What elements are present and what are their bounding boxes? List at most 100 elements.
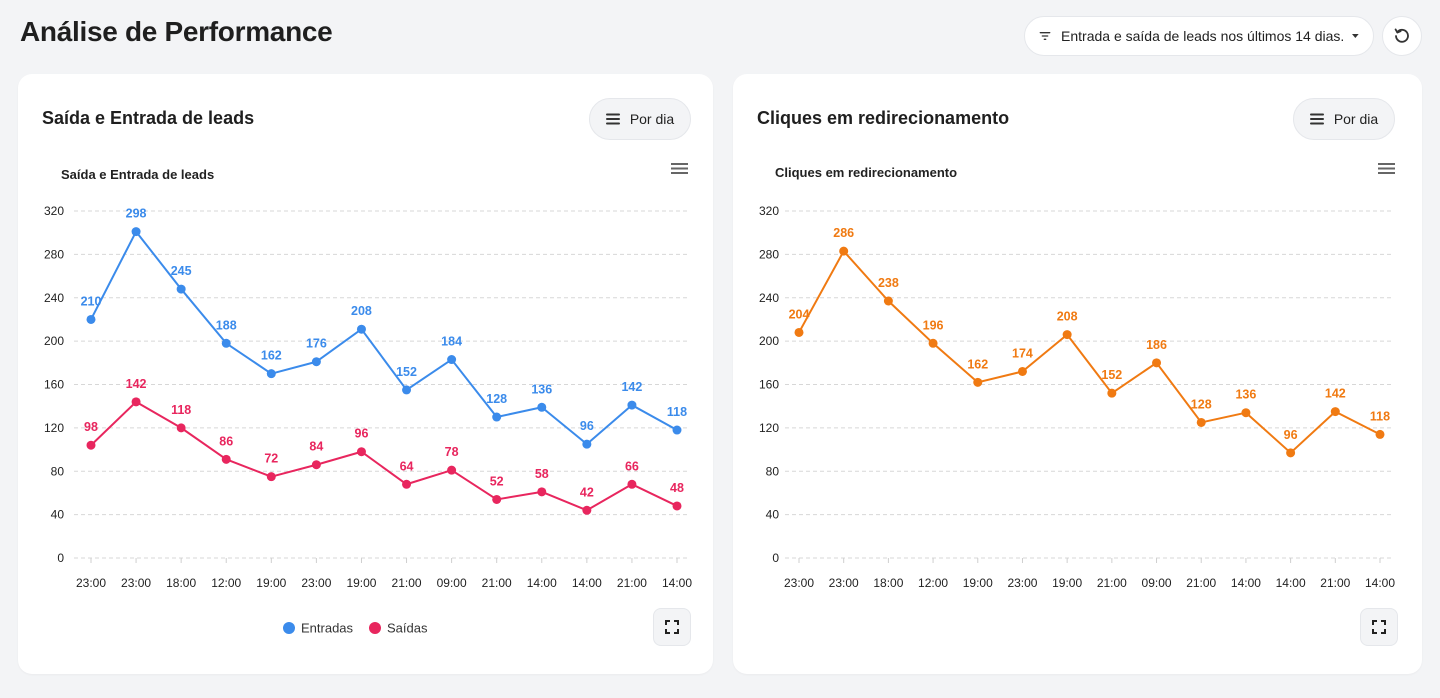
x-tick-label: 14:00: [1231, 576, 1261, 590]
series-data-label: 174: [1012, 346, 1033, 360]
x-tick-label: 23:00: [76, 576, 106, 590]
chevron-down-icon: [1352, 33, 1359, 39]
fullscreen-icon: [1372, 620, 1386, 634]
entradas-data-label: 208: [351, 304, 372, 318]
chart-title: Cliques em redirecionamento: [775, 165, 957, 180]
filter-label: Entrada e saída de leads nos últimos 14 …: [1061, 28, 1345, 44]
series-point: [1107, 388, 1117, 398]
page-title: Análise de Performance: [20, 16, 333, 47]
saidas-legend-label: Saídas: [387, 621, 428, 636]
clicks-period-button[interactable]: Por dia: [1293, 98, 1395, 140]
x-tick-label: 23:00: [301, 576, 331, 590]
entradas-data-label: 176: [306, 337, 327, 351]
y-tick-label: 40: [766, 508, 780, 522]
series-point: [1152, 358, 1162, 368]
x-tick-label: 23:00: [1007, 576, 1037, 590]
series-data-label: 286: [833, 226, 854, 240]
x-tick-label: 09:00: [1142, 576, 1172, 590]
series-point: [883, 296, 893, 306]
y-tick-label: 200: [44, 334, 64, 348]
saidas-point: [356, 447, 366, 457]
y-tick-label: 320: [759, 204, 779, 218]
series-point: [1330, 407, 1340, 417]
saidas-point: [627, 479, 637, 489]
saidas-data-label: 52: [490, 474, 504, 488]
saidas-point: [672, 501, 682, 511]
x-tick-label: 21:00: [1320, 576, 1350, 590]
chart-title: Saída e Entrada de leads: [61, 167, 214, 182]
saidas-data-label: 66: [625, 459, 639, 473]
chart-menu-icon-bar: [1378, 163, 1395, 165]
leads-fullscreen-button[interactable]: [653, 608, 691, 646]
entradas-point: [492, 412, 502, 422]
leads-period-label: Por dia: [629, 111, 675, 127]
entradas-data-label: 118: [667, 405, 687, 419]
y-tick-label: 240: [44, 291, 64, 305]
fullscreen-icon: [665, 620, 679, 634]
x-tick-label: 12:00: [211, 576, 241, 590]
x-tick-label: 23:00: [829, 576, 859, 590]
x-tick-label: 19:00: [963, 576, 993, 590]
series-data-label: 238: [878, 276, 899, 290]
y-tick-label: 160: [44, 378, 64, 392]
x-tick-label: 21:00: [617, 576, 647, 590]
x-tick-label: 21:00: [482, 576, 512, 590]
entradas-data-label: 188: [216, 318, 237, 332]
saidas-data-label: 42: [580, 485, 594, 499]
series-data-label: 152: [1101, 368, 1122, 382]
y-tick-label: 40: [51, 508, 65, 522]
entradas-data-label: 96: [580, 419, 594, 433]
entradas-data-label: 245: [171, 264, 192, 278]
y-tick-label: 120: [759, 421, 779, 435]
series-point: [1241, 408, 1251, 418]
saidas-data-label: 72: [264, 452, 278, 466]
entradas-point: [402, 385, 412, 395]
series-data-label: 208: [1057, 310, 1078, 324]
saidas-point: [311, 460, 321, 470]
series-point: [1375, 429, 1385, 439]
clicks-chart: Cliques em redirecionamento 0 40 80 120 160 20…: [759, 163, 1395, 590]
x-tick-label: 14:00: [527, 576, 557, 590]
entradas-point: [447, 355, 457, 365]
x-tick-label: 18:00: [166, 576, 196, 590]
entradas-point: [537, 402, 547, 412]
saidas-point: [582, 505, 592, 515]
saidas-point: [447, 465, 457, 475]
series-point: [1196, 417, 1206, 427]
series-data-label: 204: [789, 307, 810, 321]
x-tick-label: 21:00: [392, 576, 422, 590]
clicks-fullscreen-button[interactable]: [1360, 608, 1398, 646]
entradas-point: [266, 369, 276, 379]
saidas-point: [266, 472, 276, 482]
x-tick-label: 09:00: [437, 576, 467, 590]
menu-icon: [605, 113, 620, 125]
saidas-data-label: 98: [84, 420, 98, 434]
series-point: [1017, 366, 1027, 376]
leads-period-button[interactable]: Por dia: [589, 98, 691, 140]
x-tick-label: 12:00: [918, 576, 948, 590]
saidas-point: [176, 423, 186, 433]
y-tick-label: 80: [51, 464, 65, 478]
y-tick-label: 240: [759, 291, 779, 305]
clicks-period-label: Por dia: [1333, 111, 1379, 127]
entradas-legend-label: Entradas: [301, 621, 354, 636]
entradas-line: [90, 230, 678, 446]
saidas-data-label: 48: [670, 481, 684, 495]
series-data-label: 186: [1146, 338, 1167, 352]
entradas-data-label: 142: [621, 380, 642, 394]
refresh-button[interactable]: [1382, 16, 1422, 56]
saidas-point: [402, 479, 412, 489]
chart-menu-icon-bar: [1378, 167, 1395, 170]
entradas-legend-marker: [283, 622, 295, 634]
entradas-point: [582, 439, 592, 449]
saidas-data-label: 86: [219, 434, 233, 448]
series-point: [1286, 448, 1296, 458]
series-data-label: 142: [1325, 387, 1346, 401]
entradas-point: [86, 314, 96, 324]
period-filter-dropdown[interactable]: Entrada e saída de leads nos últimos 14 …: [1024, 16, 1374, 56]
leads-card: Saída e Entrada de leads Por dia Saída e…: [18, 74, 713, 674]
series-point: [794, 327, 804, 337]
entradas-data-label: 210: [81, 294, 102, 308]
y-tick-label: 200: [759, 334, 779, 348]
series-point: [928, 338, 938, 348]
